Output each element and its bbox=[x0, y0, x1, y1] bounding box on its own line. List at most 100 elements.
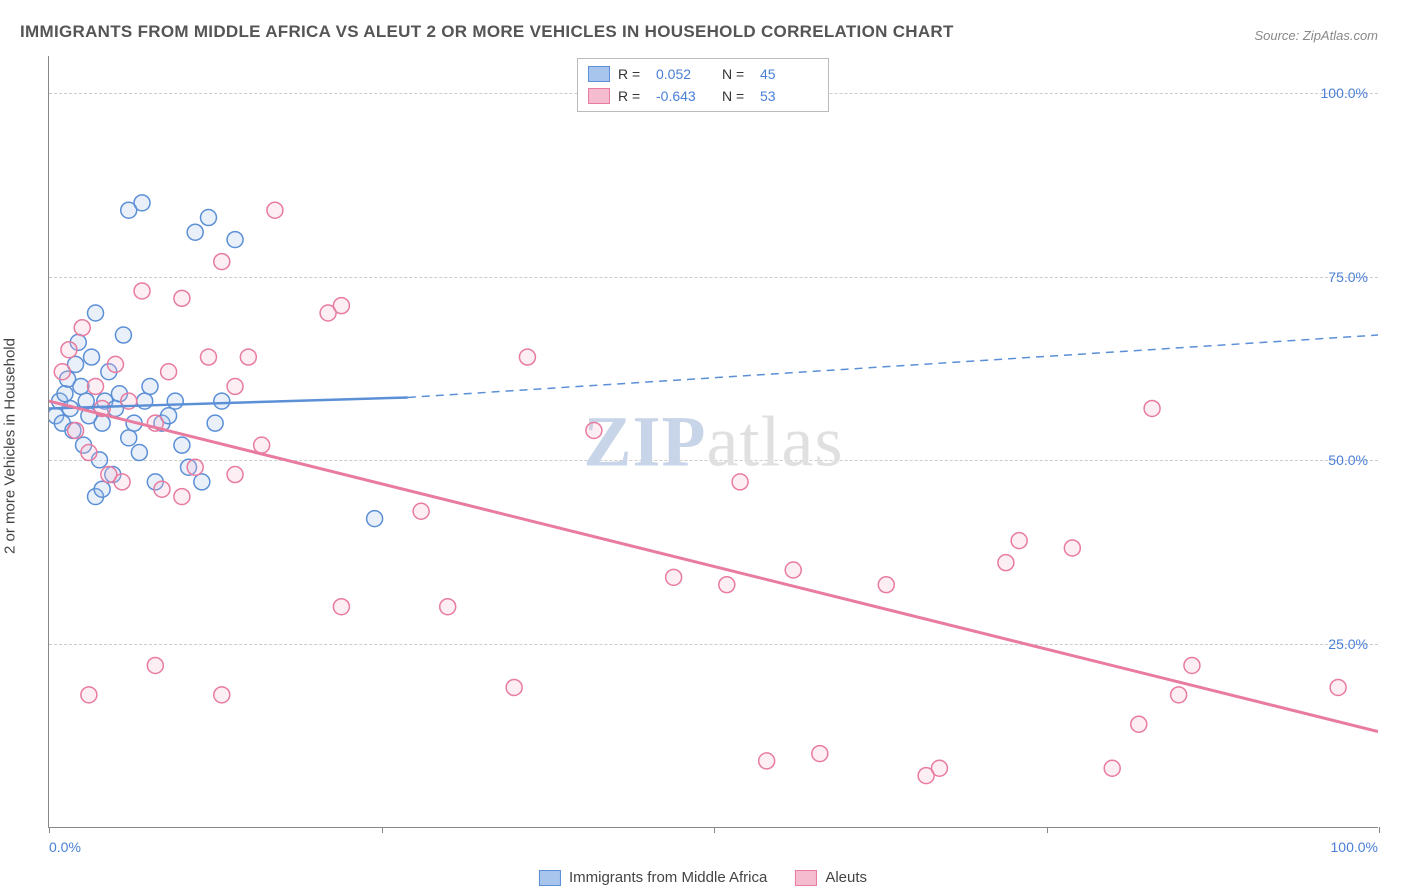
source-attribution: Source: ZipAtlas.com bbox=[1254, 28, 1378, 43]
legend-swatch-series-b bbox=[588, 88, 610, 104]
scatter-point bbox=[214, 687, 230, 703]
scatter-point bbox=[81, 445, 97, 461]
plot-area: ZIPatlas 25.0%50.0%75.0%100.0%0.0%100.0% bbox=[48, 56, 1378, 828]
chart-svg bbox=[49, 56, 1378, 827]
scatter-point bbox=[367, 511, 383, 527]
legend-row-series-a: R = 0.052 N = 45 bbox=[588, 63, 818, 85]
legend-label-series-b: Aleuts bbox=[825, 869, 867, 886]
scatter-point bbox=[586, 422, 602, 438]
scatter-point bbox=[161, 364, 177, 380]
scatter-point bbox=[134, 283, 150, 299]
scatter-point bbox=[88, 305, 104, 321]
x-tick bbox=[714, 827, 715, 833]
scatter-point bbox=[413, 503, 429, 519]
legend-swatch-series-a bbox=[539, 870, 561, 886]
scatter-point bbox=[74, 320, 90, 336]
legend-item-series-b: Aleuts bbox=[795, 869, 867, 886]
scatter-point bbox=[115, 327, 131, 343]
scatter-point bbox=[61, 342, 77, 358]
scatter-point bbox=[57, 386, 73, 402]
scatter-point bbox=[506, 679, 522, 695]
scatter-point bbox=[214, 254, 230, 270]
scatter-point bbox=[1131, 716, 1147, 732]
scatter-point bbox=[68, 422, 84, 438]
scatter-point bbox=[812, 746, 828, 762]
scatter-point bbox=[54, 364, 70, 380]
scatter-point bbox=[1184, 657, 1200, 673]
legend-r-label: R = bbox=[618, 66, 648, 82]
legend-n-value-a: 45 bbox=[760, 66, 818, 82]
x-tick bbox=[1047, 827, 1048, 833]
legend-n-label: N = bbox=[722, 66, 752, 82]
x-tick bbox=[382, 827, 383, 833]
x-tick-label: 0.0% bbox=[49, 839, 81, 855]
scatter-point bbox=[1144, 400, 1160, 416]
legend-label-series-a: Immigrants from Middle Africa bbox=[569, 869, 767, 886]
legend-r-label: R = bbox=[618, 88, 648, 104]
scatter-point bbox=[131, 445, 147, 461]
scatter-point bbox=[147, 657, 163, 673]
scatter-point bbox=[200, 349, 216, 365]
scatter-point bbox=[142, 378, 158, 394]
scatter-point bbox=[114, 474, 130, 490]
y-axis-label: 2 or more Vehicles in Household bbox=[2, 338, 19, 554]
scatter-point bbox=[81, 687, 97, 703]
scatter-point bbox=[1104, 760, 1120, 776]
scatter-point bbox=[333, 298, 349, 314]
scatter-point bbox=[84, 349, 100, 365]
scatter-point bbox=[187, 459, 203, 475]
scatter-point bbox=[174, 437, 190, 453]
scatter-point bbox=[732, 474, 748, 490]
scatter-point bbox=[333, 599, 349, 615]
scatter-point bbox=[107, 356, 123, 372]
scatter-point bbox=[254, 437, 270, 453]
scatter-point bbox=[878, 577, 894, 593]
scatter-point bbox=[440, 599, 456, 615]
scatter-point bbox=[227, 232, 243, 248]
scatter-point bbox=[666, 569, 682, 585]
scatter-point bbox=[519, 349, 535, 365]
scatter-point bbox=[267, 202, 283, 218]
scatter-point bbox=[719, 577, 735, 593]
x-tick bbox=[49, 827, 50, 833]
scatter-point bbox=[998, 555, 1014, 571]
legend-item-series-a: Immigrants from Middle Africa bbox=[539, 869, 767, 886]
legend-r-value-a: 0.052 bbox=[656, 66, 714, 82]
scatter-point bbox=[785, 562, 801, 578]
scatter-point bbox=[931, 760, 947, 776]
scatter-point bbox=[167, 393, 183, 409]
scatter-point bbox=[1011, 533, 1027, 549]
legend-series-names: Immigrants from Middle Africa Aleuts bbox=[539, 869, 867, 886]
scatter-point bbox=[200, 210, 216, 226]
legend-swatch-series-b bbox=[795, 870, 817, 886]
scatter-point bbox=[240, 349, 256, 365]
scatter-point bbox=[174, 489, 190, 505]
scatter-point bbox=[1171, 687, 1187, 703]
legend-correlation-box: R = 0.052 N = 45 R = -0.643 N = 53 bbox=[577, 58, 829, 112]
scatter-point bbox=[88, 378, 104, 394]
x-tick-label: 100.0% bbox=[1331, 839, 1378, 855]
scatter-point bbox=[94, 481, 110, 497]
trend-line bbox=[49, 401, 1378, 731]
legend-r-value-b: -0.643 bbox=[656, 88, 714, 104]
legend-n-value-b: 53 bbox=[760, 88, 818, 104]
scatter-point bbox=[1330, 679, 1346, 695]
x-tick bbox=[1379, 827, 1380, 833]
scatter-point bbox=[73, 378, 89, 394]
scatter-point bbox=[1064, 540, 1080, 556]
scatter-point bbox=[174, 290, 190, 306]
legend-swatch-series-a bbox=[588, 66, 610, 82]
scatter-point bbox=[187, 224, 203, 240]
scatter-point bbox=[134, 195, 150, 211]
scatter-point bbox=[121, 430, 137, 446]
legend-n-label: N = bbox=[722, 88, 752, 104]
scatter-point bbox=[227, 467, 243, 483]
scatter-point bbox=[759, 753, 775, 769]
scatter-point bbox=[207, 415, 223, 431]
scatter-point bbox=[94, 415, 110, 431]
chart-title: IMMIGRANTS FROM MIDDLE AFRICA VS ALEUT 2… bbox=[20, 22, 954, 42]
scatter-point bbox=[227, 378, 243, 394]
scatter-point bbox=[214, 393, 230, 409]
legend-row-series-b: R = -0.643 N = 53 bbox=[588, 85, 818, 107]
scatter-point bbox=[154, 481, 170, 497]
